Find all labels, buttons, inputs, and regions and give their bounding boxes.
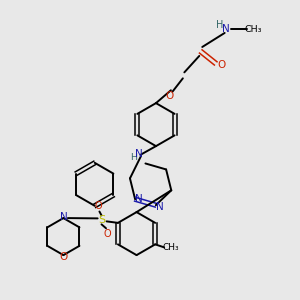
Text: O: O bbox=[165, 91, 173, 101]
Text: O: O bbox=[94, 200, 102, 211]
Text: CH₃: CH₃ bbox=[244, 25, 262, 34]
Text: N: N bbox=[222, 24, 230, 34]
Text: N: N bbox=[135, 194, 143, 204]
Text: O: O bbox=[104, 229, 111, 239]
Text: O: O bbox=[59, 252, 68, 262]
Text: H: H bbox=[130, 153, 137, 162]
Text: H: H bbox=[216, 20, 223, 30]
Text: N: N bbox=[59, 212, 67, 222]
Text: N: N bbox=[135, 148, 143, 159]
Text: CH₃: CH₃ bbox=[162, 243, 179, 252]
Text: S: S bbox=[98, 215, 105, 225]
Text: N: N bbox=[156, 202, 164, 212]
Text: O: O bbox=[217, 60, 225, 70]
